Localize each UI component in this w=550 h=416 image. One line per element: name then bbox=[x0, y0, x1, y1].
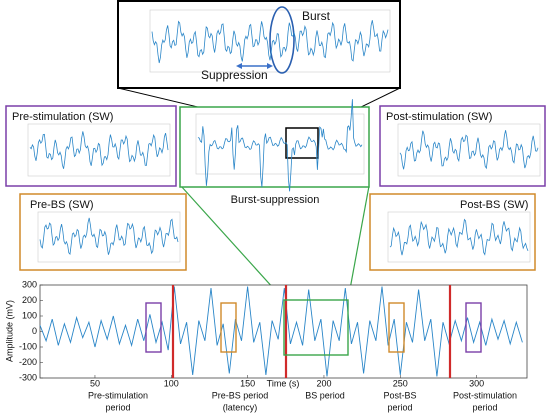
inset-plot bbox=[387, 211, 531, 263]
annotations bbox=[145, 285, 482, 378]
bs-inset bbox=[179, 106, 370, 188]
period-label: Pre-stimulation bbox=[88, 390, 148, 400]
zoom-line bbox=[347, 185, 370, 301]
x-axis-label: Time (s) bbox=[267, 378, 300, 388]
inset-plot bbox=[27, 123, 171, 177]
bs-box bbox=[283, 299, 349, 356]
y-tick-label: 0 bbox=[32, 326, 37, 336]
pre-bs-inset bbox=[19, 193, 187, 271]
y-tick-label: 200 bbox=[22, 295, 37, 305]
period-label: Post-BS bbox=[383, 390, 416, 400]
inset-title: Burst-suppression bbox=[231, 194, 320, 206]
inset-wave bbox=[39, 217, 179, 256]
inset-title: Post-BS (SW) bbox=[460, 199, 528, 211]
inset-wave bbox=[399, 130, 539, 170]
y-tick-label: 300 bbox=[22, 279, 37, 289]
inset-wave bbox=[389, 218, 529, 256]
period-label: period bbox=[387, 402, 412, 412]
signal-line bbox=[39, 286, 523, 377]
segment-box bbox=[465, 302, 482, 353]
segment-box bbox=[145, 302, 162, 353]
arrow-head bbox=[236, 63, 242, 69]
inset-plot bbox=[397, 123, 541, 177]
suppression-label: Suppression bbox=[201, 68, 268, 82]
x-tick-label: 150 bbox=[240, 378, 255, 388]
inset-wave bbox=[29, 131, 169, 169]
inset-plot bbox=[37, 211, 181, 263]
segment-box bbox=[220, 302, 237, 353]
period-label: period bbox=[105, 402, 130, 412]
period-label: Pre-BS period bbox=[212, 390, 269, 400]
x-tick-label: 200 bbox=[316, 378, 331, 388]
inset-wave bbox=[151, 20, 389, 64]
period-label: period bbox=[472, 402, 497, 412]
y-axis-label: Amplitude (mV) bbox=[4, 300, 14, 362]
arrow-head bbox=[267, 63, 273, 69]
y-tick-label: 100 bbox=[22, 310, 37, 320]
inset-title: Pre-stimulation (SW) bbox=[12, 111, 113, 123]
burst-ellipse bbox=[269, 6, 295, 74]
post-bs-inset bbox=[369, 193, 536, 271]
period-label: Post-stimulation bbox=[453, 390, 517, 400]
post-stimulation-inset bbox=[379, 105, 546, 187]
y-tick-label: -200 bbox=[19, 357, 37, 367]
period-label: BS period bbox=[305, 390, 345, 400]
y-tick-label: -100 bbox=[19, 341, 37, 351]
pre-stimulation-inset bbox=[5, 105, 177, 187]
x-tick-label: 100 bbox=[164, 378, 179, 388]
inset-title: Post-stimulation (SW) bbox=[386, 111, 492, 123]
burst-label: Burst bbox=[302, 9, 331, 23]
y-tick-label: -300 bbox=[19, 372, 37, 382]
main-chart: -300 -200 -100 0 100 200 300 50 100 150 200 250 300 bbox=[19, 279, 523, 388]
x-tick-label: 50 bbox=[90, 378, 100, 388]
x-tick-label: 250 bbox=[393, 378, 408, 388]
segment-box bbox=[388, 302, 405, 353]
inset-plot bbox=[195, 113, 365, 175]
inset-wave bbox=[197, 99, 363, 192]
zoom-line bbox=[180, 185, 285, 301]
period-label: (latency) bbox=[223, 402, 258, 412]
x-tick-label: 300 bbox=[469, 378, 484, 388]
inset-title: Pre-BS (SW) bbox=[30, 199, 94, 211]
